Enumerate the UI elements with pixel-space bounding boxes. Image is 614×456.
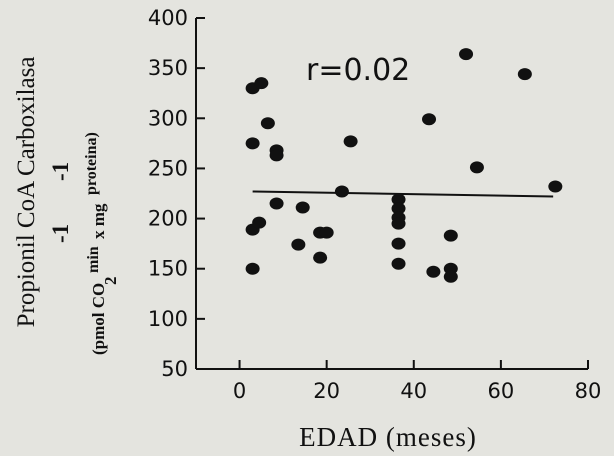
correlation-annotation: r=0.02: [306, 53, 410, 88]
y-units-min: min: [85, 246, 102, 273]
x-tick-label: 60: [488, 379, 515, 403]
data-point: [443, 229, 458, 242]
data-point: [422, 113, 437, 126]
y-tick-label: 400: [148, 6, 188, 30]
y-tick-label: 350: [148, 56, 188, 80]
y-units-sub: 2: [101, 277, 120, 286]
x-axis-label: EDAD (meses): [299, 422, 477, 452]
data-marks: [245, 48, 563, 283]
data-point: [269, 149, 284, 162]
x-tick-label: 80: [575, 379, 602, 403]
y-axis-units: (pmol CO 2 min -1 x mg -1 proteina): [48, 132, 120, 355]
data-point: [254, 77, 269, 90]
data-point: [313, 251, 328, 264]
data-point: [391, 237, 406, 250]
data-point: [334, 185, 349, 198]
data-point: [295, 201, 310, 214]
y-tick-label: 300: [148, 106, 188, 130]
data-point: [391, 257, 406, 270]
axes: 50 100 150 200 250 300 350 400 0 20 40 60 80: [148, 6, 601, 403]
data-point: [343, 135, 358, 148]
data-point: [245, 262, 260, 275]
data-point: [269, 197, 284, 210]
data-point: [260, 117, 275, 130]
y-tick-label: 250: [148, 156, 188, 180]
y-tick-label: 50: [161, 357, 188, 381]
y-units-suffix: proteina): [83, 132, 100, 195]
y-tick-label: 200: [148, 207, 188, 231]
data-point: [245, 137, 260, 150]
data-point: [426, 265, 441, 278]
data-point: [291, 238, 306, 251]
data-point: [548, 180, 563, 193]
x-tick-label: 40: [400, 379, 427, 403]
data-point: [319, 226, 334, 239]
data-point: [252, 216, 267, 229]
data-point: [517, 68, 532, 81]
y-units-min-exp: -1: [48, 224, 73, 243]
data-point: [459, 48, 474, 61]
data-point: [391, 202, 406, 215]
y-tick-label: 150: [148, 257, 188, 281]
fit-line: [252, 190, 554, 198]
x-tick-label: 20: [313, 379, 340, 403]
y-units-middle: x mg: [89, 203, 108, 239]
x-tick-label: 0: [233, 379, 246, 403]
data-point: [391, 193, 406, 206]
y-tick-label: 100: [148, 307, 188, 331]
y-units-mg-exp: -1: [48, 162, 73, 181]
data-point: [469, 161, 484, 174]
data-point: [443, 270, 458, 283]
y-units-prefix: (pmol CO: [89, 283, 108, 355]
y-axis-label: Propionil CoA Carboxilasa: [13, 57, 40, 328]
data-point: [391, 217, 406, 230]
